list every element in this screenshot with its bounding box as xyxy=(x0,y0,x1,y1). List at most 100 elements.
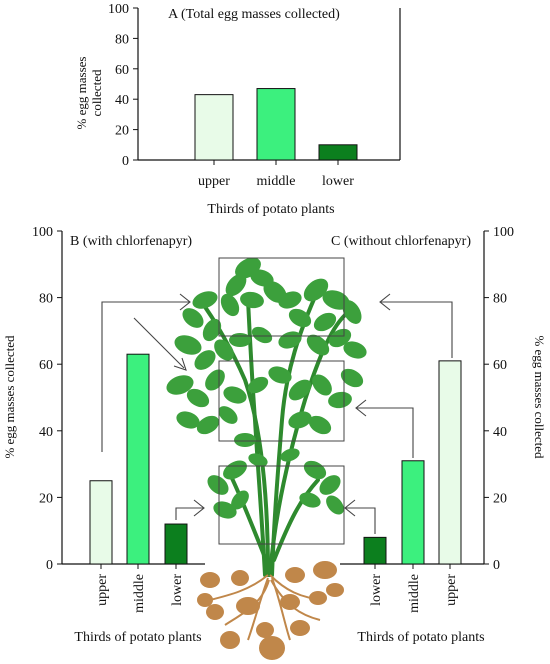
y-tick-label: 20 xyxy=(39,491,53,506)
tuber xyxy=(197,593,213,607)
leaf xyxy=(308,415,332,435)
y-tick-label: 60 xyxy=(115,63,129,78)
bar-upper xyxy=(194,94,234,161)
chart-a-title: A (Total egg masses collected) xyxy=(168,7,340,22)
tuber xyxy=(280,594,300,610)
arrow-b-upper xyxy=(101,301,190,452)
leaf xyxy=(306,334,330,356)
y-tick-label: 80 xyxy=(115,32,129,47)
bar-upper xyxy=(89,480,113,565)
leaf xyxy=(342,300,362,324)
chart-a: A (Total egg masses collected) % egg mas… xyxy=(74,2,401,217)
chart-c-title: C (without chlorfenapyr) xyxy=(331,234,471,249)
y-tick-label: 40 xyxy=(493,425,507,440)
tuber xyxy=(285,567,305,583)
bar-middle xyxy=(401,460,425,565)
y-tick-label: 80 xyxy=(39,292,53,307)
bar-lower xyxy=(164,523,188,565)
leaf xyxy=(223,460,247,480)
chart-c: C (without chlorfenapyr) % egg masses co… xyxy=(331,225,547,645)
x-tick-label-middle: middle xyxy=(132,574,147,613)
leaf xyxy=(240,291,264,309)
tuber xyxy=(259,636,285,660)
chart-c-ylabel: % egg masses collected xyxy=(532,335,547,459)
leaf xyxy=(214,339,234,361)
arrow-b-middle xyxy=(133,317,185,369)
potato-plant-illustration xyxy=(166,257,367,660)
leaf xyxy=(182,308,204,328)
bar-lower xyxy=(318,144,358,161)
tuber xyxy=(206,604,224,620)
leaf xyxy=(248,453,268,467)
leaf xyxy=(343,341,367,359)
x-tick-label-lower: lower xyxy=(369,574,384,606)
chart-b-title: B (with chlorfenapyr) xyxy=(70,234,192,249)
bar-upper xyxy=(438,360,462,565)
y-tick-label: 40 xyxy=(115,93,129,108)
tuber xyxy=(236,597,260,615)
tuber xyxy=(290,620,310,636)
leaf xyxy=(192,291,218,309)
leaf xyxy=(319,475,341,495)
chart-c-xlabel: Thirds of potato plants xyxy=(357,630,484,645)
y-tick-label: 20 xyxy=(493,491,507,506)
y-tick-label: 0 xyxy=(122,154,129,169)
arrow-b-middle-head xyxy=(173,357,187,371)
y-tick-label: 80 xyxy=(493,292,507,307)
bar-middle xyxy=(256,88,296,161)
arrow-c-lower xyxy=(345,507,376,534)
y-tick-label: 20 xyxy=(115,124,129,139)
tuber xyxy=(256,622,274,638)
stem xyxy=(268,313,347,577)
x-tick-label-middle: middle xyxy=(257,174,296,189)
leaf xyxy=(229,333,251,347)
arrow-c-upper-head xyxy=(379,293,391,311)
x-tick-label-lower: lower xyxy=(170,574,185,606)
leaf xyxy=(231,490,249,510)
plant-thirds-boxes xyxy=(218,257,345,545)
chart-b: B (with chlorfenapyr) % egg masses colle… xyxy=(2,225,205,645)
leaf xyxy=(218,406,238,424)
leaf xyxy=(312,374,332,396)
leaf xyxy=(207,475,229,495)
leaf xyxy=(313,312,337,332)
chart-b-xlabel: Thirds of potato plants xyxy=(74,630,201,645)
leaf xyxy=(223,386,247,404)
leaf xyxy=(202,318,222,342)
y-tick-label: 0 xyxy=(493,558,500,573)
leaf xyxy=(166,375,194,395)
leaf xyxy=(303,460,327,480)
leaf xyxy=(196,415,220,435)
y-tick-label: 0 xyxy=(46,558,53,573)
chart-b-ylabel: % egg masses collected xyxy=(2,335,17,459)
leaf xyxy=(205,369,225,391)
leaf xyxy=(194,350,216,370)
leaf xyxy=(288,411,312,429)
leaf xyxy=(299,492,321,508)
leaf xyxy=(247,376,269,394)
stem xyxy=(272,478,320,562)
arrow-b-upper-head xyxy=(179,293,191,311)
x-tick-label-lower: lower xyxy=(322,174,354,189)
tuber xyxy=(220,631,240,649)
arrows xyxy=(101,293,453,534)
tuber xyxy=(326,583,344,597)
leaf xyxy=(328,328,352,348)
leaf xyxy=(186,388,210,408)
leaf xyxy=(288,379,312,401)
tuber xyxy=(309,591,327,605)
chart-a-xlabel: Thirds of potato plants xyxy=(207,202,334,217)
leaf xyxy=(288,308,312,328)
lower-third-box xyxy=(218,465,345,545)
arrow-c-lower-head xyxy=(344,499,356,517)
leaf xyxy=(303,278,329,302)
chart-a-ylabel: % egg massescollected xyxy=(74,57,104,130)
tuber xyxy=(200,572,220,588)
arrow-c-upper xyxy=(380,301,453,358)
tuber xyxy=(231,570,249,586)
leaf xyxy=(328,391,352,409)
y-tick-label: 100 xyxy=(493,225,514,240)
leaf xyxy=(174,335,202,355)
upper-third-box xyxy=(218,257,345,337)
y-tick-label: 100 xyxy=(108,2,129,17)
